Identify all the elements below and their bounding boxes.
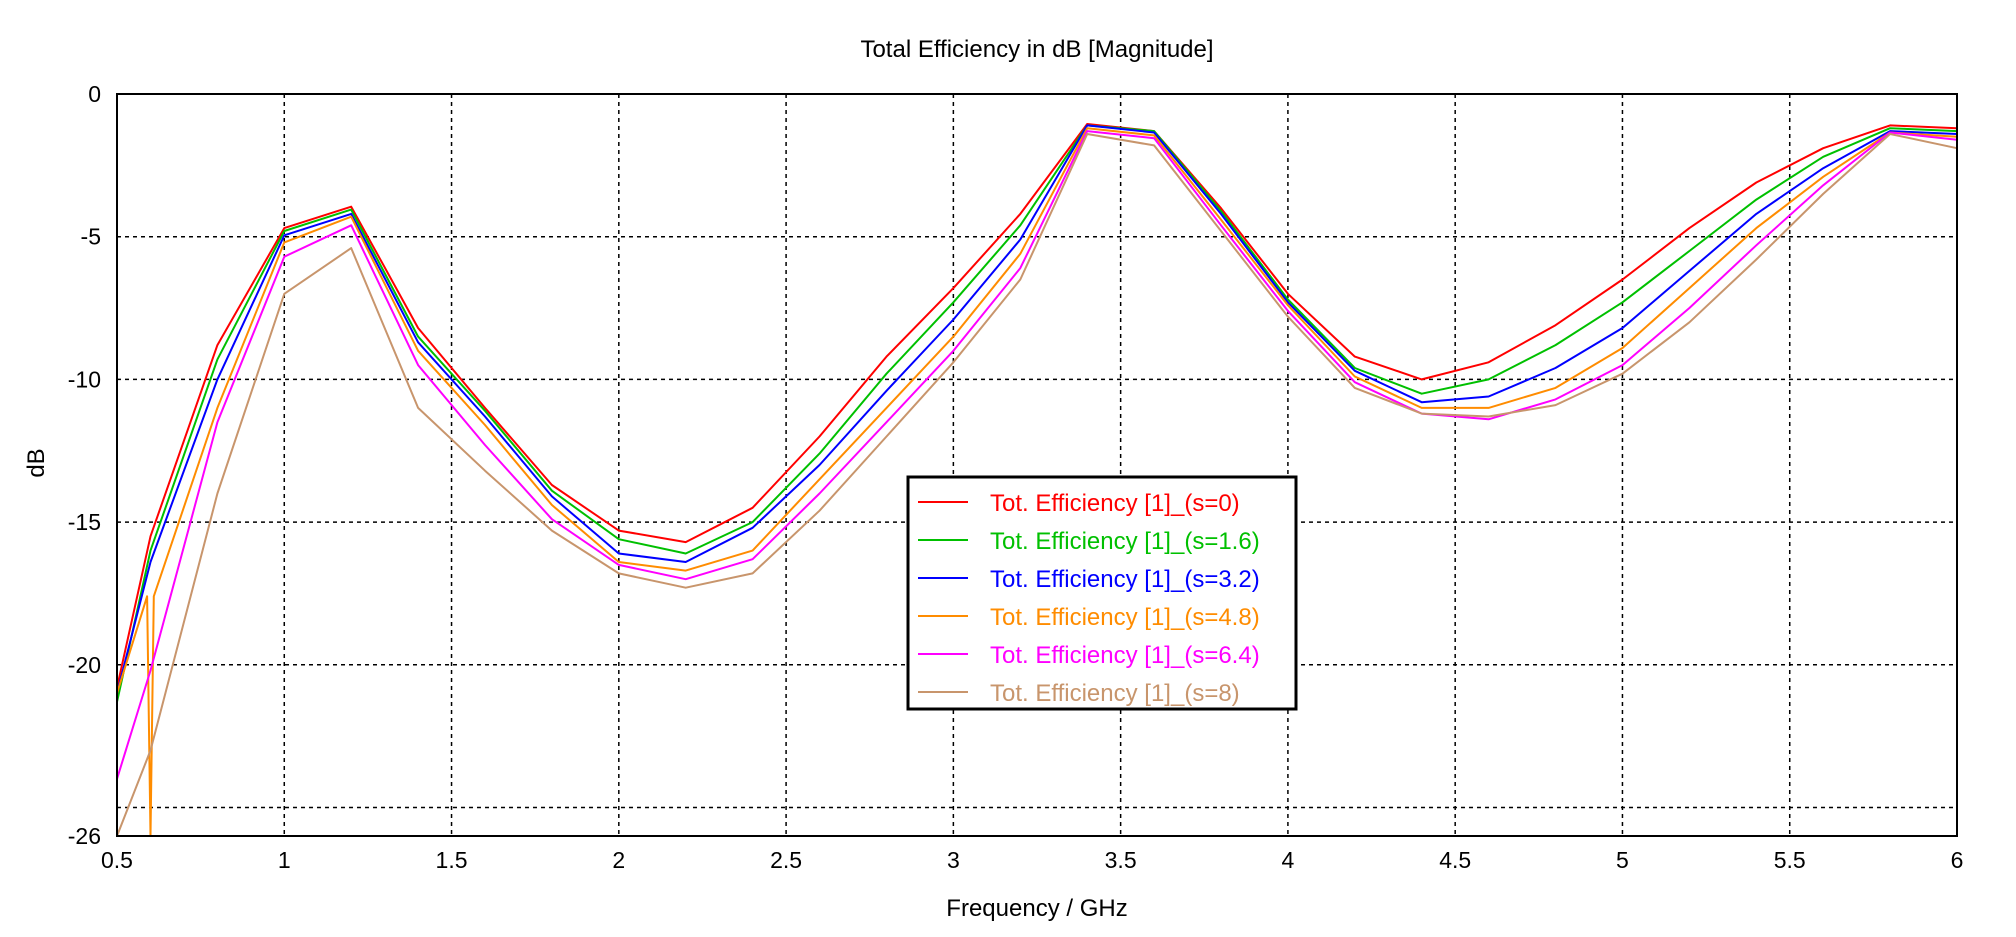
x-tick-label: 4 [1282,847,1295,873]
x-tick-label: 3 [947,847,960,873]
legend-entry: Tot. Efficiency [1]_(s=6.4) [990,642,1260,669]
legend-entry: Tot. Efficiency [1]_(s=0) [990,490,1240,517]
tick-labels: 0.5 1 1.5 2 2.5 3 3.5 4 4.5 5 5.5 6 0 -5 -10 -15 -20 -26 [68,81,1964,873]
x-tick-label: 4.5 [1439,847,1471,873]
legend-box [906,475,1298,711]
series-line-2 [116,124,1958,694]
series-line-1 [116,124,1958,703]
y-tick-label: -26 [68,823,101,849]
x-tick-label: 5 [1616,847,1629,873]
legend-entry: Tot. Efficiency [1]_(s=1.6) [990,528,1260,555]
plot-frame [116,93,1958,837]
y-axis-label: dB [23,448,50,477]
y-tick-label: -15 [68,509,101,535]
legend: Tot. Efficiency [1]_(s=0) Tot. Efficiency… [906,475,1298,711]
legend-entry: Tot. Efficiency [1]_(s=3.2) [990,566,1260,593]
x-tick-label: 3.5 [1105,847,1137,873]
x-tick-label: 0.5 [101,847,133,873]
series-line-4 [116,130,1958,780]
x-tick-label: 6 [1951,847,1964,873]
y-tick-label: -5 [81,224,101,250]
series-line-3 [116,127,1958,837]
series-line-0 [116,123,1958,688]
x-axis-label: Frequency / GHz [946,895,1127,922]
legend-entry: Tot. Efficiency [1]_(s=8) [990,680,1240,707]
x-tick-label: 1 [278,847,291,873]
x-tick-label: 5.5 [1774,847,1806,873]
y-tick-label: -10 [68,366,101,392]
y-tick-label: 0 [88,81,101,107]
y-tick-label: -20 [68,652,101,678]
x-tick-label: 1.5 [436,847,468,873]
x-tick-label: 2.5 [770,847,802,873]
plot-area [116,123,1958,837]
chart-title: Total Efficiency in dB [Magnitude] [860,36,1213,63]
x-tick-label: 2 [612,847,625,873]
legend-entry: Tot. Efficiency [1]_(s=4.8) [990,604,1260,631]
series-line-5 [116,133,1958,837]
